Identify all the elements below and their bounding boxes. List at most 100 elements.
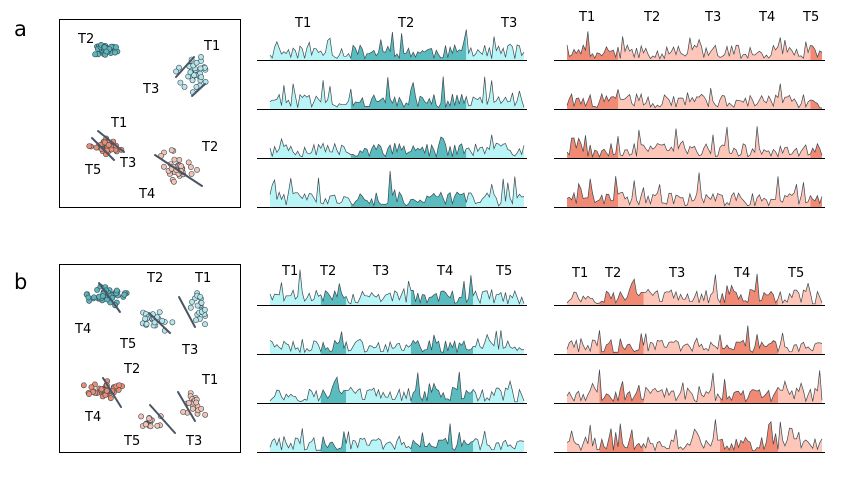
scatter-point bbox=[178, 163, 185, 170]
track-group-b-salmon: T1 T2 T3 T4 T5 bbox=[554, 266, 825, 453]
segment-labels-b-salmon: T1 T2 T3 T4 T5 bbox=[571, 266, 804, 281]
scatter-point bbox=[180, 408, 186, 415]
segment-label: T1 bbox=[571, 266, 588, 281]
cluster-label: T5 bbox=[119, 337, 136, 352]
divider-line bbox=[102, 377, 122, 408]
divider-line bbox=[148, 312, 171, 334]
track-area bbox=[567, 424, 600, 452]
scatter-point bbox=[185, 400, 192, 406]
scatter-point bbox=[146, 415, 152, 422]
track-area bbox=[346, 281, 411, 305]
scatter-point bbox=[104, 387, 110, 394]
scatter-point bbox=[93, 144, 100, 151]
scatter-point bbox=[91, 294, 97, 301]
track-area bbox=[720, 273, 778, 305]
track-area bbox=[270, 80, 351, 109]
track-area bbox=[320, 377, 347, 403]
panel-letter-a: a bbox=[14, 17, 27, 41]
scatter-point bbox=[113, 287, 120, 294]
scatter-point bbox=[168, 147, 175, 154]
scatter-point bbox=[176, 156, 183, 163]
track-area bbox=[599, 330, 644, 354]
scatter-b-labels: T2 T1 T4 T5 T3 T2 T1 T4 T5 T3 bbox=[74, 271, 218, 449]
track-area bbox=[270, 177, 351, 207]
track-area bbox=[466, 76, 524, 109]
scatter-point bbox=[193, 59, 200, 66]
scatter-b: T2 T1 T4 T5 T3 T2 T1 T4 T5 T3 bbox=[59, 264, 241, 453]
cluster-label: T2 bbox=[123, 362, 140, 377]
cluster-label: T5 bbox=[123, 434, 140, 449]
scatter-point bbox=[170, 178, 177, 185]
scatter-point bbox=[100, 293, 106, 299]
scatter-point bbox=[142, 315, 148, 322]
segment-label: T1 bbox=[281, 264, 298, 279]
scatter-point bbox=[177, 79, 184, 86]
track-area bbox=[567, 31, 618, 60]
scatter-point bbox=[88, 384, 95, 391]
segment-label: T3 bbox=[668, 266, 685, 281]
segment-labels-b-cyan: T1 T2 T3 T4 T5 bbox=[281, 264, 512, 279]
divider-line bbox=[177, 391, 196, 422]
scatter-point bbox=[169, 319, 176, 326]
track-area bbox=[720, 126, 760, 158]
track-area bbox=[567, 292, 600, 305]
cluster-label: T3 bbox=[185, 434, 202, 449]
track-line bbox=[566, 419, 823, 452]
track-area bbox=[466, 176, 524, 207]
scatter-point bbox=[194, 302, 201, 309]
track-area bbox=[759, 83, 811, 109]
track-line bbox=[269, 29, 525, 60]
track-line bbox=[269, 371, 525, 403]
track-area bbox=[599, 423, 644, 452]
track-area bbox=[618, 36, 720, 60]
segment-label: T4 bbox=[733, 266, 750, 281]
scatter-point bbox=[191, 72, 197, 79]
track-area bbox=[618, 172, 720, 207]
scatter-point bbox=[198, 299, 205, 306]
cluster-label: T3 bbox=[142, 82, 159, 97]
scatter-a: T2 T1 T3 T1 T5 T3 T2 T4 bbox=[59, 19, 241, 208]
track-area bbox=[618, 88, 720, 109]
track-area bbox=[759, 144, 811, 158]
track-area bbox=[270, 138, 351, 158]
panel-b: b T2 T1 T4 T5 T3 T2 T1 T4 T5 bbox=[14, 264, 825, 453]
track-area bbox=[810, 45, 822, 60]
segment-labels-a-salmon: T1 T2 T3 T4 T5 bbox=[578, 10, 819, 25]
track-area bbox=[473, 381, 524, 403]
track-area bbox=[759, 176, 811, 207]
divider-line bbox=[91, 137, 115, 161]
scatter-point bbox=[113, 44, 119, 51]
track-area bbox=[567, 369, 600, 403]
track-area bbox=[778, 370, 822, 403]
track-area bbox=[567, 330, 600, 354]
track-area bbox=[643, 419, 720, 452]
segment-label: T2 bbox=[319, 264, 336, 279]
segment-label: T1 bbox=[578, 10, 595, 25]
track-line bbox=[269, 423, 525, 452]
track-area bbox=[810, 195, 822, 207]
track-area bbox=[473, 431, 524, 452]
scatter-point bbox=[86, 391, 92, 397]
track-area bbox=[567, 89, 618, 109]
scatter-point bbox=[107, 395, 114, 402]
scatter-point bbox=[188, 171, 195, 177]
track-area bbox=[720, 421, 778, 452]
track-area bbox=[643, 333, 720, 354]
track-area bbox=[778, 421, 822, 452]
track-area bbox=[270, 428, 321, 452]
scatter-point bbox=[147, 423, 154, 430]
divider-line bbox=[97, 130, 125, 153]
scatter-point bbox=[156, 309, 163, 315]
scatter-point bbox=[189, 405, 196, 412]
scatter-point bbox=[105, 142, 112, 148]
track-area bbox=[270, 389, 321, 403]
cluster-label: T2 bbox=[201, 140, 218, 155]
scatter-point bbox=[193, 399, 200, 406]
divider-line bbox=[178, 296, 196, 328]
scatter-point bbox=[98, 386, 105, 393]
track-line bbox=[566, 369, 823, 403]
track-area bbox=[599, 279, 644, 305]
track-group-b-cyan: T1 T2 T3 T4 T5 bbox=[257, 264, 527, 453]
cluster-label: T1 bbox=[201, 373, 218, 388]
